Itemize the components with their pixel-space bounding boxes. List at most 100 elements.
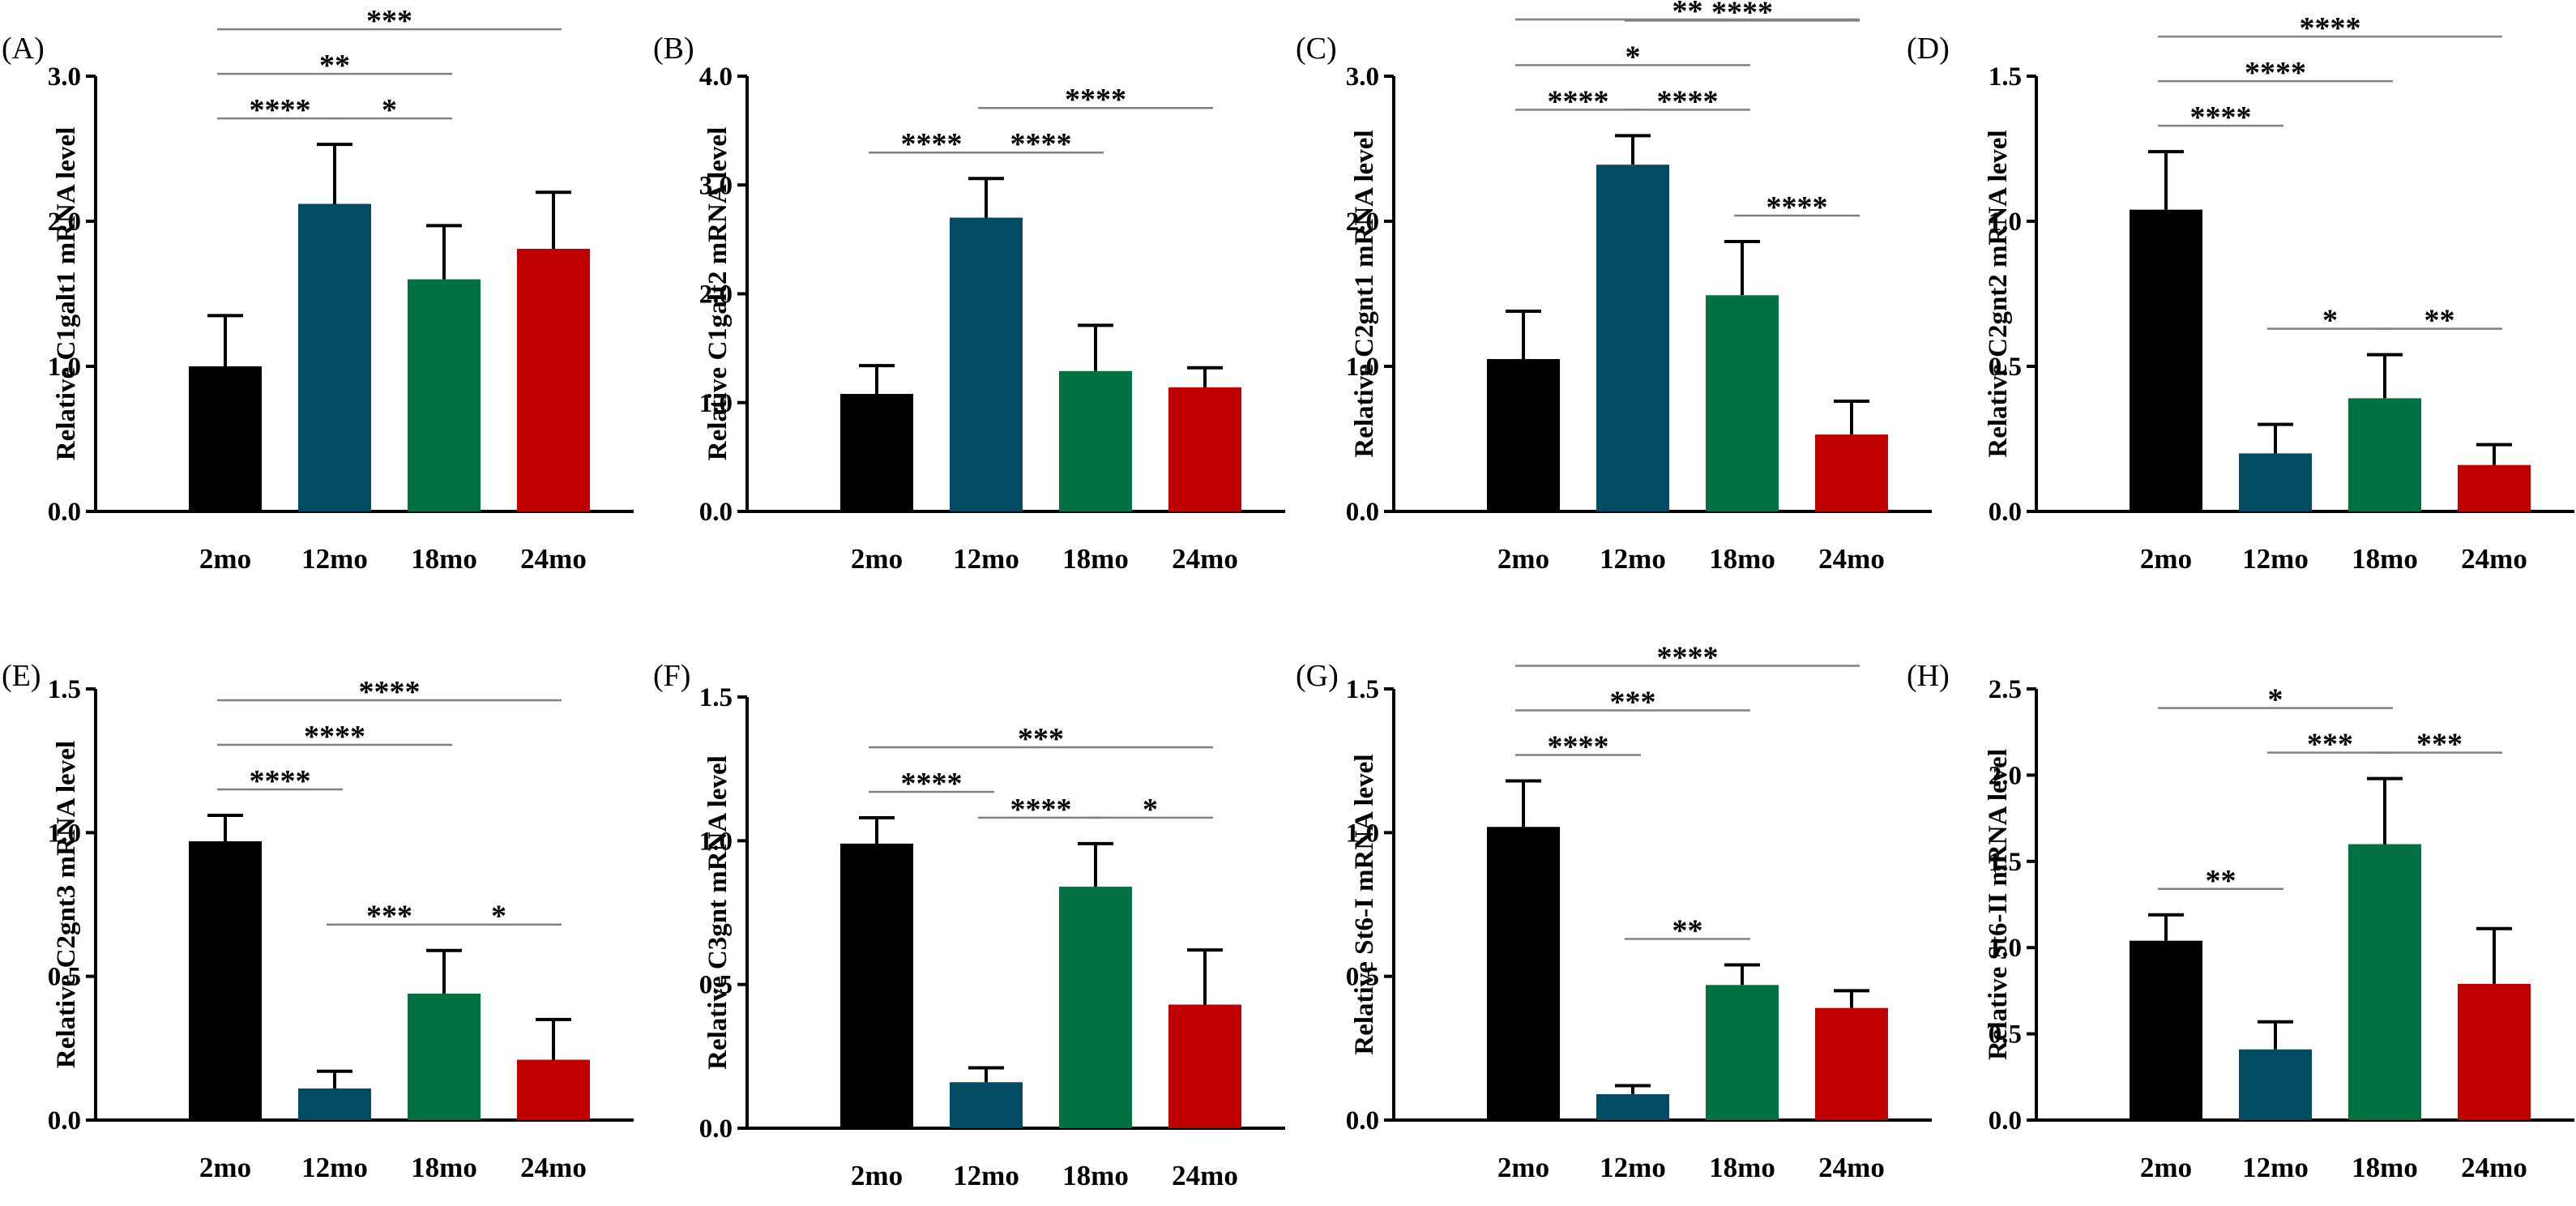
- significance-label: ****: [1065, 83, 1126, 117]
- significance-label: **: [2424, 304, 2455, 338]
- significance-label: ****: [1657, 640, 1719, 674]
- significance-label: ****: [2190, 100, 2252, 135]
- y-tick-label: 3.0: [1346, 62, 1379, 92]
- x-tick-label-24mo: 24mo: [520, 543, 587, 575]
- bar-2mo: [189, 840, 262, 1120]
- bar-24mo: [2458, 464, 2531, 511]
- y-tick-label: 0.0: [1346, 1106, 1379, 1135]
- y-tick-label: 1.5: [48, 675, 81, 704]
- x-tick-label-12mo: 12mo: [1600, 1152, 1666, 1183]
- x-tick-label-18mo: 18mo: [1709, 543, 1775, 575]
- significance-label: ***: [2416, 728, 2463, 762]
- bar-12mo: [950, 217, 1023, 511]
- significance-label: ****: [1711, 0, 1773, 29]
- x-tick-label-12mo: 12mo: [953, 543, 1019, 575]
- y-tick-label: 1.0: [1989, 207, 2022, 237]
- significance-label: ***: [2307, 728, 2353, 762]
- x-tick-label-12mo: 12mo: [301, 1152, 368, 1183]
- bar-12mo: [950, 1082, 1023, 1128]
- x-tick-label-2mo: 2mo: [2140, 543, 2192, 575]
- bar-2mo: [2130, 209, 2202, 511]
- significance-label: ****: [1010, 127, 1072, 161]
- y-axis-title: Relative C3gnt mRNA level: [703, 755, 733, 1070]
- y-tick-label: 1.5: [1346, 675, 1379, 704]
- chart-panel-7: (G) Relative St6-I mRNA level 0.0 0.5 1.0 1.5…: [1296, 640, 1932, 1183]
- chart-panel-3: (C) Relative C2gnt1 mRNA level 0.0 1.0 2.0 3.…: [1296, 0, 1932, 575]
- panel-letter: (B): [653, 32, 694, 66]
- bar-12mo: [298, 1088, 371, 1120]
- x-tick-label-18mo: 18mo: [411, 1152, 477, 1183]
- y-tick-label: 0.5: [1989, 353, 2022, 382]
- chart-panel-8: (H) Relative St6-II mRNA level 0.0 0.5 1.0 1.…: [1907, 659, 2574, 1183]
- significance-label: ****: [1010, 793, 1072, 827]
- panel-letter: (E): [2, 659, 41, 693]
- significance-label: ****: [901, 767, 963, 801]
- y-tick-label: 1.5: [1989, 62, 2022, 92]
- panel-letter: (A): [2, 32, 45, 66]
- y-tick-label: 1.5: [1989, 848, 2022, 877]
- y-tick-label: 1.0: [48, 353, 81, 382]
- x-tick-label-12mo: 12mo: [2242, 1152, 2309, 1183]
- x-tick-label-12mo: 12mo: [301, 543, 368, 575]
- bar-18mo: [2348, 844, 2421, 1120]
- chart-panel-2: (B) Relative C1galt2 mRNA level 0.0 1.0 2.0 3…: [653, 32, 1285, 575]
- x-tick-label-18mo: 18mo: [2352, 543, 2418, 575]
- y-tick-label: 1.0: [1346, 353, 1379, 382]
- x-tick-label-18mo: 18mo: [411, 543, 477, 575]
- y-tick-label: 1.0: [48, 819, 81, 848]
- significance-label: ****: [250, 764, 311, 798]
- significance-label: *: [382, 93, 397, 127]
- y-axis-title: Relative St6-II mRNA level: [1984, 749, 2013, 1060]
- y-tick-label: 1.0: [1989, 934, 2022, 963]
- y-tick-label: 0.5: [699, 971, 733, 1000]
- y-tick-label: 0.0: [48, 498, 81, 527]
- significance-label: ***: [366, 900, 412, 934]
- x-tick-label-24mo: 24mo: [1818, 543, 1885, 575]
- significance-label: **: [319, 49, 350, 83]
- bar-24mo: [1168, 1004, 1241, 1128]
- significance-label: ****: [1657, 84, 1719, 118]
- bar-12mo: [298, 203, 371, 511]
- chart-panel-1: (A) Relative C1galt1 mRNA level 0.0 1.0 2.0 3…: [2, 4, 634, 575]
- panel-letter: (G): [1296, 659, 1339, 693]
- bar-18mo: [408, 279, 481, 511]
- significance-label: *: [2322, 304, 2338, 338]
- x-tick-label-2mo: 2mo: [1497, 543, 1549, 575]
- bar-12mo: [2239, 1049, 2312, 1120]
- y-tick-label: 0.5: [1989, 1020, 2022, 1050]
- x-tick-label-2mo: 2mo: [1497, 1152, 1549, 1183]
- x-tick-label-24mo: 24mo: [520, 1152, 587, 1183]
- significance-label: ****: [250, 93, 311, 127]
- chart-panel-4: (D) Relative C2gnt2 mRNA level 0.0 0.5 1.0 1.…: [1907, 11, 2574, 575]
- x-tick-label-24mo: 24mo: [1172, 543, 1238, 575]
- x-tick-label-18mo: 18mo: [1062, 543, 1129, 575]
- significance-label: **: [1672, 913, 1703, 947]
- bar-24mo: [517, 1059, 590, 1120]
- bar-18mo: [2348, 398, 2421, 511]
- chart-panel-6: (F) Relative C3gnt mRNA level 0.0 0.5 1.0 1.5…: [653, 659, 1285, 1191]
- chart-panel-5: (E) Relative C2gnt3 mRNA level 0.0 0.5 1.0 1.…: [2, 659, 634, 1183]
- significance-label: ****: [2300, 11, 2361, 45]
- y-tick-label: 0.0: [1989, 498, 2022, 527]
- x-tick-label-2mo: 2mo: [851, 543, 903, 575]
- significance-label: *: [1143, 793, 1158, 827]
- bar-12mo: [2239, 453, 2312, 511]
- significance-label: ****: [359, 675, 421, 709]
- bar-18mo: [408, 993, 481, 1120]
- x-tick-label-12mo: 12mo: [953, 1160, 1019, 1191]
- significance-label: ****: [304, 720, 365, 754]
- x-tick-label-18mo: 18mo: [2352, 1152, 2418, 1183]
- bar-2mo: [840, 394, 913, 511]
- bar-2mo: [1487, 827, 1560, 1120]
- y-tick-label: 0.0: [699, 498, 733, 527]
- significance-label: ****: [1548, 84, 1609, 118]
- significance-label: **: [1672, 0, 1703, 28]
- y-tick-label: 0.0: [1346, 498, 1379, 527]
- y-axis-title: Relative St6-I mRNA level: [1350, 754, 1379, 1054]
- y-axis-title: Relative C2gnt2 mRNA level: [1984, 130, 2013, 457]
- y-tick-label: 0.0: [48, 1106, 81, 1135]
- panel-letter: (D): [1907, 32, 1950, 66]
- y-tick-label: 2.0: [1989, 761, 2022, 790]
- significance-label: *: [1625, 40, 1641, 74]
